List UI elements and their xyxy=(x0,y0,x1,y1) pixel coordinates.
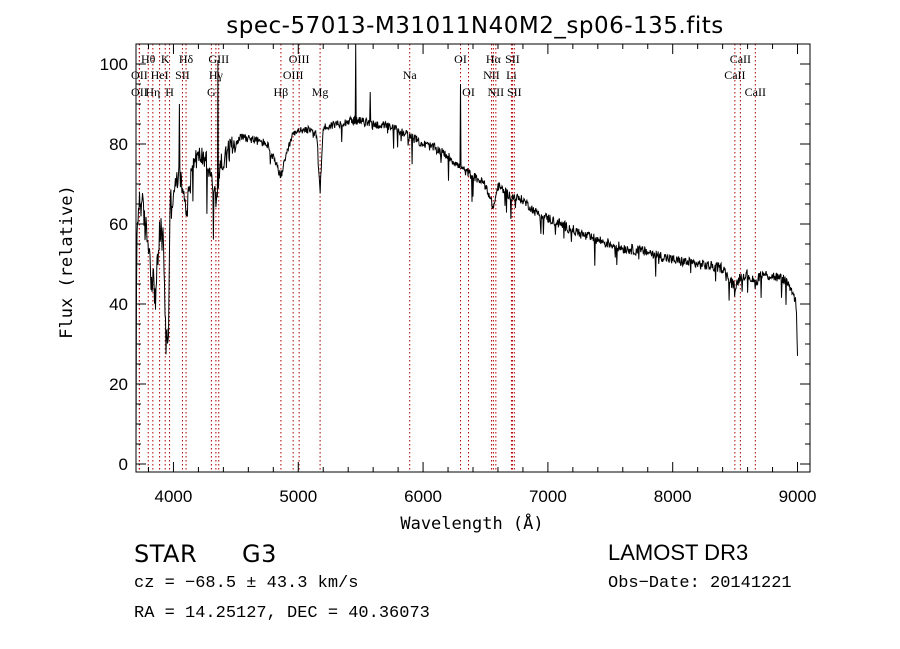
observation-date: Obs−Date: 20141221 xyxy=(608,574,792,593)
axes: 4000 5000 6000 7000 8000 9000 0 20 40 60 80 100 xyxy=(100,44,817,506)
redshift-info: cz = −68.5 ± 43.3 km/s xyxy=(134,574,359,593)
line-label-24: SII xyxy=(507,85,522,99)
spectrum-line xyxy=(135,43,798,449)
line-label-2: OII xyxy=(131,85,148,99)
line-label-27: CaII xyxy=(745,85,766,99)
line-label-20: SII xyxy=(505,52,520,66)
line-label-7: H xyxy=(165,85,174,99)
line-label-21: NII xyxy=(483,68,500,82)
coordinates: RA = 14.25127, DEC = 40.36073 xyxy=(134,604,430,623)
y-tick-label-1: 20 xyxy=(109,375,128,394)
plot-frame xyxy=(135,43,811,473)
line-label-13: OIII xyxy=(283,68,304,82)
line-label-9: GIII xyxy=(208,52,229,66)
line-label-4: K xyxy=(161,52,170,66)
line-label-17: OI xyxy=(454,52,467,66)
line-label-26: CaII xyxy=(724,68,745,82)
line-label-11: G xyxy=(207,85,216,99)
y-tick-label-2: 40 xyxy=(109,295,128,314)
line-label-14: Hβ xyxy=(274,85,289,99)
line-label-0: Hθ xyxy=(141,52,156,66)
x-tick-label-3: 7000 xyxy=(529,487,567,506)
chart-title: spec-57013-M31011N40M2_sp06-135.fits xyxy=(226,13,723,39)
line-label-15: Mg xyxy=(312,85,329,99)
line-label-12: OIII xyxy=(289,52,310,66)
object-class: STAR xyxy=(134,540,198,568)
line-label-6: SII xyxy=(175,68,190,82)
line-label-22: Li xyxy=(506,68,517,82)
y-axis-label: Flux (relative) xyxy=(57,185,77,339)
y-tick-label-0: 0 xyxy=(119,455,128,474)
x-tick-label-5: 9000 xyxy=(779,487,817,506)
line-label-10: Hγ xyxy=(209,68,224,82)
line-label-1: OII xyxy=(131,68,148,82)
line-label-8: Hδ xyxy=(179,52,194,66)
x-tick-label-4: 8000 xyxy=(654,487,692,506)
x-tick-label-2: 6000 xyxy=(404,487,442,506)
line-label-5: HeI xyxy=(151,68,169,82)
x-tick-label-0: 4000 xyxy=(155,487,193,506)
y-tick-label-4: 80 xyxy=(109,135,128,154)
spectral-line-markers xyxy=(138,44,756,472)
y-tick-label-5: 100 xyxy=(100,55,128,74)
line-label-23: NII xyxy=(488,85,505,99)
line-label-3: Hη xyxy=(145,85,160,99)
x-tick-label-1: 5000 xyxy=(279,487,317,506)
line-label-16: Na xyxy=(403,68,418,82)
line-label-25: CaII xyxy=(730,52,751,66)
line-label-18: OI xyxy=(462,85,475,99)
y-tick-label-3: 60 xyxy=(109,215,128,234)
x-axis-label: Wavelength (Å) xyxy=(400,512,543,534)
object-subclass: G3 xyxy=(242,540,277,568)
survey-name: LAMOST DR3 xyxy=(608,540,749,565)
line-label-19: Hα xyxy=(486,52,502,66)
